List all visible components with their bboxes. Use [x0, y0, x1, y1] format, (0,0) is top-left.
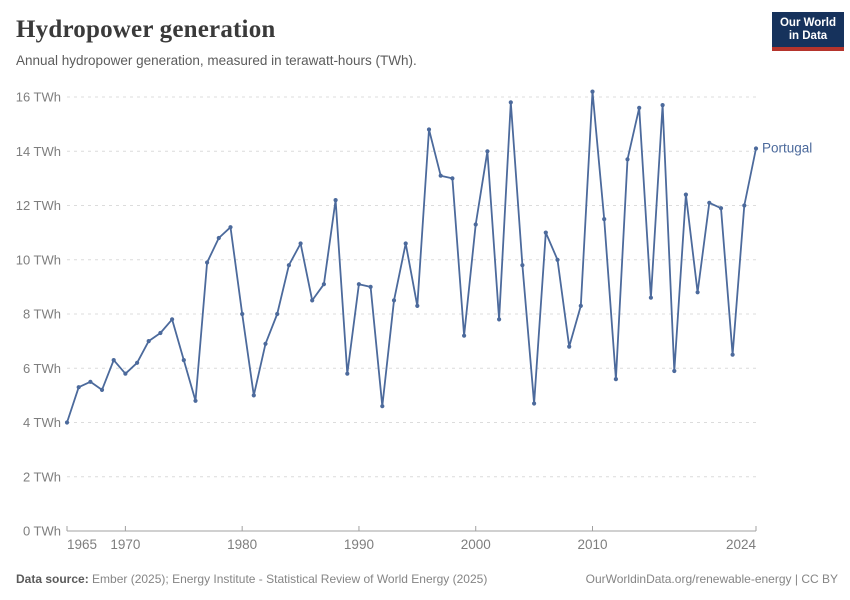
- data-point[interactable]: [590, 89, 595, 94]
- data-point[interactable]: [718, 206, 724, 211]
- data-point[interactable]: [111, 358, 116, 363]
- data-point[interactable]: [286, 263, 291, 268]
- owid-logo-line2: in Data: [788, 30, 828, 42]
- series-line[interactable]: [66, 90, 757, 424]
- x-tick-label: 1980: [227, 537, 257, 552]
- data-point[interactable]: [310, 298, 315, 303]
- data-point[interactable]: [707, 200, 712, 205]
- y-tick-label: 10 TWh: [16, 252, 61, 267]
- y-tick-label: 12 TWh: [16, 198, 61, 213]
- data-point[interactable]: [181, 358, 186, 363]
- x-tick-label: 1965: [67, 537, 97, 552]
- data-point[interactable]: [637, 105, 642, 110]
- data-point[interactable]: [368, 284, 373, 289]
- data-point[interactable]: [170, 317, 175, 322]
- data-point[interactable]: [543, 230, 548, 235]
- y-tick-label: 6 TWh: [23, 361, 61, 376]
- x-tick-label: 1990: [344, 537, 374, 552]
- data-point[interactable]: [321, 282, 326, 287]
- data-point[interactable]: [135, 360, 140, 365]
- data-point[interactable]: [438, 173, 443, 178]
- data-point[interactable]: [380, 404, 385, 409]
- data-point[interactable]: [508, 100, 513, 105]
- data-point[interactable]: [123, 371, 128, 376]
- data-point[interactable]: [648, 295, 654, 300]
- credit-separator: |: [791, 572, 802, 586]
- data-point[interactable]: [567, 344, 572, 349]
- data-point[interactable]: [602, 217, 607, 222]
- credit-license[interactable]: CC BY: [801, 572, 838, 586]
- data-point[interactable]: [625, 157, 630, 162]
- data-point[interactable]: [497, 317, 502, 322]
- data-point[interactable]: [263, 341, 268, 346]
- data-point[interactable]: [462, 333, 467, 338]
- data-source-note: Data source: Ember (2025); Energy Instit…: [16, 572, 487, 586]
- x-tick-label: 1970: [110, 537, 140, 552]
- data-point[interactable]: [205, 260, 210, 265]
- data-point[interactable]: [555, 257, 560, 262]
- y-tick-label: 4 TWh: [23, 415, 61, 430]
- data-point[interactable]: [426, 127, 432, 132]
- data-source-text: Ember (2025); Energy Institute - Statist…: [88, 572, 488, 586]
- data-point[interactable]: [532, 401, 537, 406]
- data-point[interactable]: [391, 298, 397, 303]
- data-point[interactable]: [251, 393, 256, 398]
- data-point[interactable]: [742, 203, 747, 208]
- data-point[interactable]: [415, 303, 420, 308]
- data-point[interactable]: [695, 290, 700, 295]
- line-chart[interactable]: 0 TWh 2 TWh 4 TWh 6 TWh 8 TWh 10 TWh 12 TWh 14 …: [0, 78, 850, 560]
- chart-subtitle: Annual hydropower generation, measured i…: [16, 53, 417, 68]
- data-point[interactable]: [99, 387, 105, 392]
- y-tick-label: 16 TWh: [16, 90, 61, 105]
- data-point[interactable]: [275, 311, 280, 317]
- data-point[interactable]: [240, 311, 245, 317]
- x-tick-label: 2024: [726, 537, 757, 552]
- y-tick-label: 2 TWh: [23, 469, 61, 484]
- page-title: Hydropower generation: [16, 16, 276, 43]
- y-tick-label: 8 TWh: [23, 307, 61, 322]
- data-point[interactable]: [298, 241, 303, 246]
- data-point[interactable]: [578, 303, 583, 308]
- data-point[interactable]: [683, 192, 689, 197]
- data-point[interactable]: [158, 330, 163, 336]
- owid-logo[interactable]: Our World in Data: [772, 12, 844, 51]
- data-point[interactable]: [520, 263, 525, 268]
- data-point[interactable]: [613, 377, 619, 382]
- data-point[interactable]: [64, 420, 70, 425]
- data-point[interactable]: [76, 385, 81, 390]
- x-tick-label: 2000: [461, 537, 491, 552]
- data-point[interactable]: [228, 225, 233, 230]
- chart-footer: Data source: Ember (2025); Energy Instit…: [16, 572, 838, 586]
- data-point[interactable]: [753, 146, 759, 151]
- data-point[interactable]: [730, 352, 735, 357]
- data-point[interactable]: [193, 398, 198, 403]
- data-point[interactable]: [345, 371, 350, 376]
- data-point[interactable]: [146, 339, 151, 344]
- owid-logo-line1: Our World: [779, 17, 836, 29]
- credit-link[interactable]: OurWorldinData.org/renewable-energy: [585, 572, 792, 586]
- data-point[interactable]: [216, 235, 221, 241]
- data-point[interactable]: [473, 222, 478, 227]
- data-point[interactable]: [403, 241, 408, 246]
- data-point[interactable]: [660, 103, 665, 108]
- data-point[interactable]: [356, 282, 361, 287]
- y-tick-label: 14 TWh: [16, 144, 61, 159]
- data-point[interactable]: [485, 149, 490, 154]
- y-tick-label: 0 TWh: [23, 524, 61, 539]
- data-point[interactable]: [88, 379, 93, 384]
- credit-note: OurWorldinData.org/renewable-energy | CC…: [586, 572, 838, 586]
- series-label[interactable]: Portugal: [762, 141, 812, 156]
- data-source-label: Data source:: [16, 572, 89, 586]
- data-point[interactable]: [450, 176, 455, 181]
- x-tick-label: 2010: [577, 537, 607, 552]
- data-point[interactable]: [333, 198, 338, 203]
- data-point[interactable]: [672, 368, 677, 374]
